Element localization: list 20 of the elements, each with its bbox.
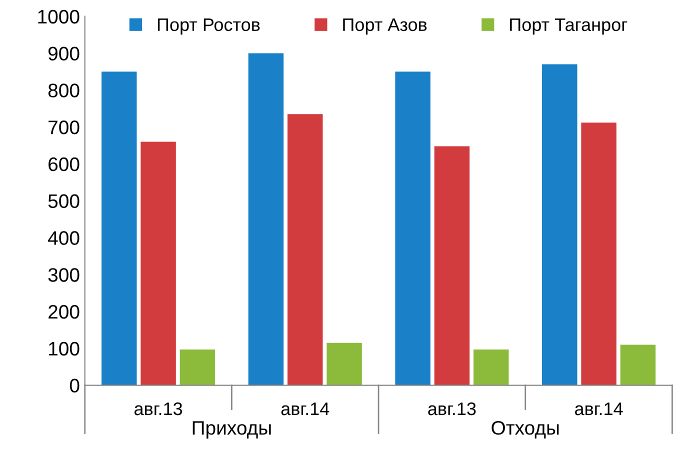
x-tick-label: авг.14 <box>575 402 623 416</box>
y-tick-label: 300 <box>48 268 80 282</box>
y-tick-label: 200 <box>48 304 80 319</box>
y-tick-label: 500 <box>48 194 80 208</box>
legend-label: Порт Азов <box>343 18 427 35</box>
legend-label: Порт Ростов <box>158 18 260 35</box>
text: Отходы <box>492 420 559 438</box>
x-tick-label: авг.13 <box>134 402 182 416</box>
legend-label: Порт Таганрог <box>510 18 628 35</box>
y-tick-label: 1000 <box>38 10 80 24</box>
y-tick-label: 600 <box>48 157 80 172</box>
y-tick-label: 100 <box>49 342 80 356</box>
y-tick-label: 700 <box>48 120 80 134</box>
y-tick-label: 900 <box>48 46 80 60</box>
x-tick-label: авг.13 <box>428 402 476 416</box>
x-tick-label: авг.14 <box>281 402 330 416</box>
y-tick-label: 0 <box>70 378 80 393</box>
text: Приходы <box>192 421 271 439</box>
y-tick-label: 400 <box>48 231 80 245</box>
y-tick-label: 800 <box>48 84 80 98</box>
